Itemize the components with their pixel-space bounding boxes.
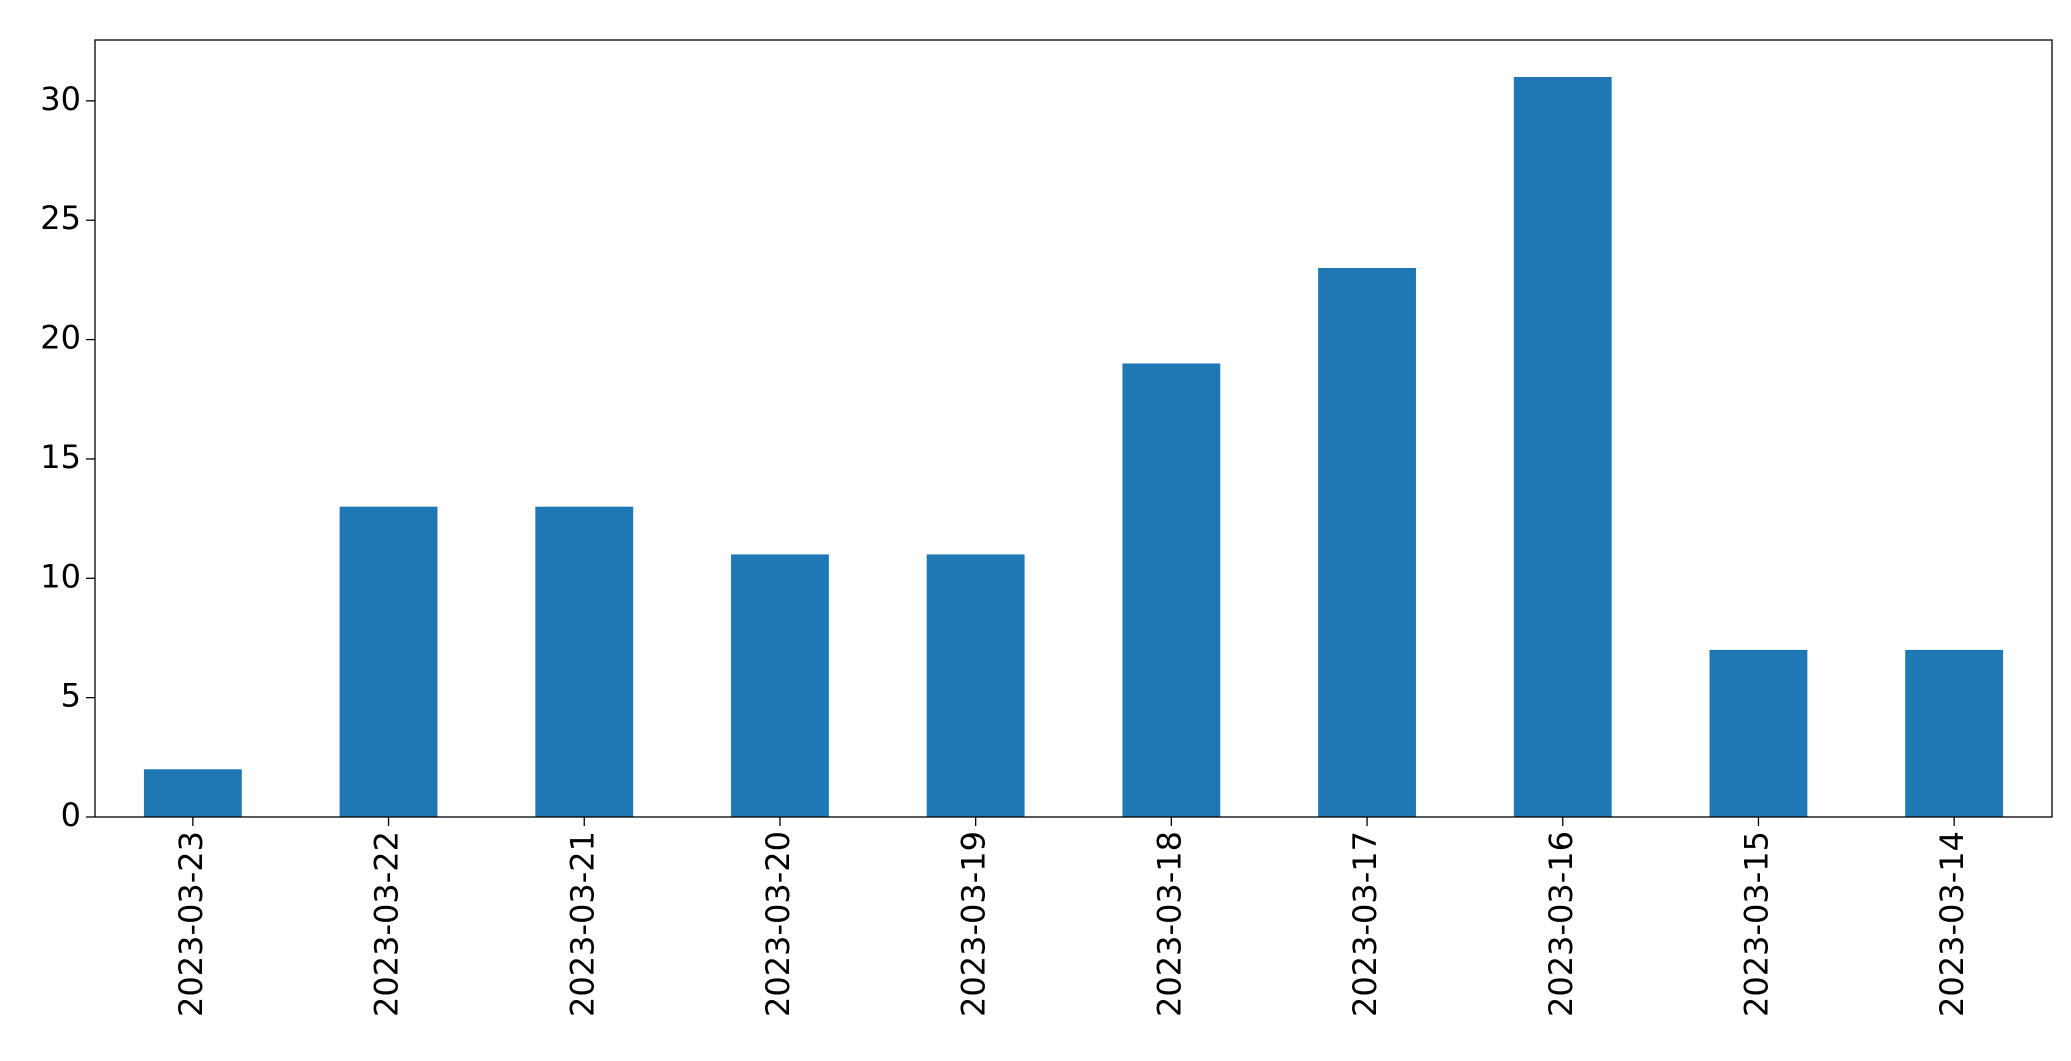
bar [339,506,438,817]
y-tick-label: 25 [40,199,81,237]
x-tick-label: 2023-03-17 [1346,831,1384,1017]
x-tick-label: 2023-03-20 [759,831,797,1017]
plot-frame [94,39,2053,818]
bar [1122,363,1221,817]
x-tick-label: 2023-03-14 [1933,831,1971,1017]
y-tick-label: 0 [61,796,81,834]
bar [1513,77,1612,817]
bar [1318,267,1416,817]
x-tick-label: 2023-03-15 [1737,831,1775,1017]
y-tick-label: 10 [40,557,81,595]
x-tick-label: 2023-03-21 [563,831,601,1017]
bar [535,506,634,817]
y-tick-label: 15 [40,438,81,476]
x-tick-label: 2023-03-22 [368,831,406,1017]
y-tick-label: 5 [61,677,81,715]
bar [1709,649,1808,817]
x-tick-label: 2023-03-18 [1150,831,1188,1017]
x-tick-label: 2023-03-23 [172,831,210,1017]
x-tick-label: 2023-03-19 [955,831,993,1017]
y-tick-label: 20 [40,319,81,357]
x-tick-label: 2023-03-16 [1542,831,1580,1017]
y-tick-label: 30 [40,80,81,118]
bar [143,769,242,817]
bar [1905,649,2004,817]
bar [926,554,1025,817]
bar [731,554,829,817]
